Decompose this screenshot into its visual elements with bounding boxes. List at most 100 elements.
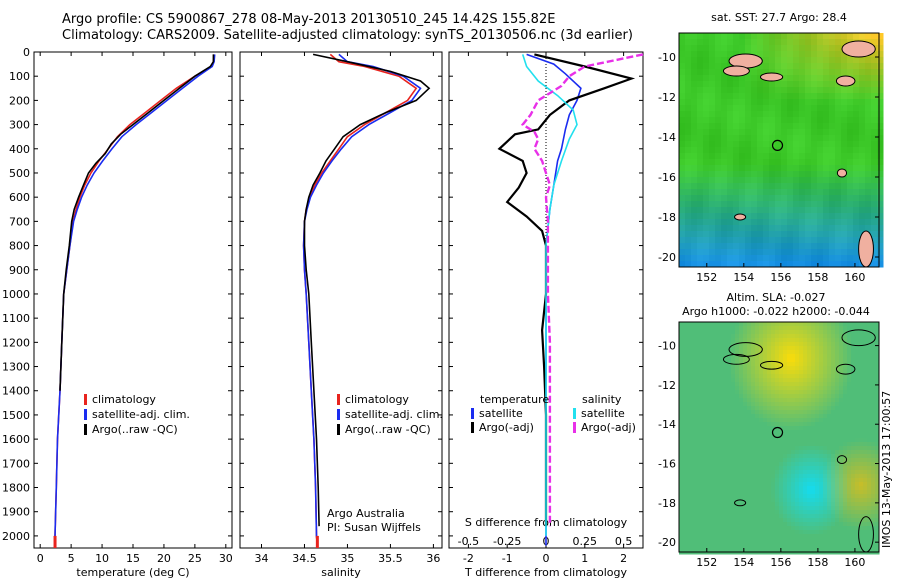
map-y-tick-label: -16 [658, 171, 676, 184]
map-cell [839, 434, 844, 439]
map-cell [795, 426, 800, 431]
map-cell [743, 462, 748, 467]
map-cell [711, 402, 716, 407]
map-cell [755, 346, 760, 351]
map-cell [719, 414, 724, 419]
map-cell [695, 342, 700, 347]
map-cell [855, 426, 860, 431]
map-cell [695, 418, 700, 423]
map-cell [683, 506, 688, 511]
sla-map-subtitle: Argo h1000: -0.022 h2000: -0.044 [682, 305, 870, 318]
map-cell [795, 478, 800, 483]
map-cell [715, 470, 720, 475]
map-cell [767, 374, 772, 379]
map-cell [807, 382, 812, 387]
map-cell [851, 414, 856, 419]
map-cell [829, 111, 836, 118]
map-cell [723, 358, 728, 363]
map-cell [851, 510, 856, 515]
map-cell [763, 486, 768, 491]
map-cell [715, 498, 720, 503]
map-cell [865, 105, 872, 112]
map-cell [855, 486, 860, 491]
map-cell [727, 454, 732, 459]
map-cell [691, 510, 696, 515]
map-cell [865, 153, 872, 160]
map-cell [715, 514, 720, 519]
map-cell [835, 334, 840, 339]
map-y-tick-label: -20 [658, 536, 676, 549]
map-cell [691, 518, 696, 523]
map-cell [817, 249, 824, 256]
map-cell [723, 542, 728, 547]
map-cell [763, 454, 768, 459]
map-cell [751, 526, 756, 531]
map-cell [747, 518, 752, 523]
map-cell [807, 466, 812, 471]
map-cell [715, 213, 722, 220]
map-cell [709, 135, 716, 142]
map-cell [835, 93, 842, 100]
map-cell [747, 470, 752, 475]
map-cell [839, 422, 844, 427]
map-cell [807, 498, 812, 503]
map-cell [877, 69, 884, 76]
map-cell [859, 183, 866, 190]
map-cell [691, 414, 696, 419]
map-cell [827, 370, 832, 375]
map-cell [799, 366, 804, 371]
map-cell [733, 129, 740, 136]
map-cell [763, 225, 770, 232]
map-cell [691, 261, 698, 268]
map-cell [691, 117, 698, 124]
map-cell [699, 410, 704, 415]
map-cell [757, 45, 764, 52]
map-cell [831, 486, 836, 491]
map-cell [775, 510, 780, 515]
map-cell [691, 141, 698, 148]
map-cell [771, 322, 776, 327]
map-cell [697, 51, 704, 58]
map-cell [759, 370, 764, 375]
map-cell [707, 454, 712, 459]
map-cell [871, 502, 876, 507]
map-cell [867, 422, 872, 427]
map-cell [775, 474, 780, 479]
map-cell [747, 402, 752, 407]
map-cell [775, 123, 782, 130]
map-cell [763, 462, 768, 467]
map-cell [743, 466, 748, 471]
map-cell [691, 498, 696, 503]
map-cell [771, 530, 776, 535]
map-cell [679, 438, 684, 443]
map-cell [715, 69, 722, 76]
map-cell [715, 219, 722, 226]
map-cell [787, 159, 794, 166]
map-cell [843, 526, 848, 531]
map-cell [811, 326, 816, 331]
map-cell [871, 147, 878, 154]
map-cell [835, 342, 840, 347]
island-outline [858, 230, 874, 268]
map-cell [699, 486, 704, 491]
map-cell [743, 514, 748, 519]
map-cell [703, 418, 708, 423]
map-cell [679, 374, 684, 379]
map-cell [805, 81, 812, 88]
map-cell [863, 534, 868, 539]
map-cell [711, 366, 716, 371]
map-cell [783, 482, 788, 487]
map-cell [763, 482, 768, 487]
map-cell [751, 494, 756, 499]
map-cell [855, 382, 860, 387]
map-cell [709, 57, 716, 64]
map-cell [703, 111, 710, 118]
map-cell [679, 135, 686, 142]
map-cell [853, 69, 860, 76]
map-cell [803, 474, 808, 479]
map-cell [841, 117, 848, 124]
map-cell [827, 530, 832, 535]
map-cell [775, 231, 782, 238]
map-cell [847, 33, 854, 40]
map-cell [847, 470, 852, 475]
